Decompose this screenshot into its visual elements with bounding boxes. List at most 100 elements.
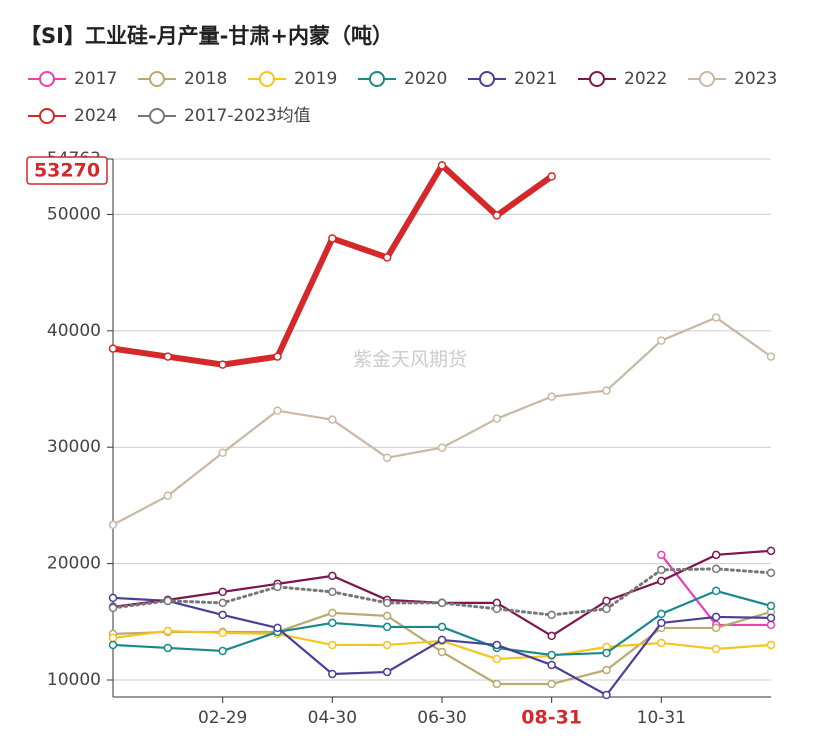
series-point (492, 640, 502, 650)
watermark: 紫金天风期货 (353, 349, 467, 371)
series-point (273, 623, 282, 633)
series-point (437, 647, 447, 657)
series-point (437, 635, 447, 645)
x-tick-label: 06-30 (417, 708, 466, 728)
series-point (382, 667, 392, 677)
series-point (328, 640, 337, 650)
value-badge (26, 156, 108, 185)
y-tick-label: 40000 (47, 321, 101, 341)
series-point (382, 622, 392, 632)
series-point (766, 546, 776, 556)
legend-marker (479, 71, 495, 87)
series-point (602, 690, 611, 700)
legend-marker (39, 108, 55, 124)
series-point (547, 660, 556, 670)
legend-marker (149, 71, 165, 87)
series-point (711, 586, 721, 596)
series-point (218, 628, 227, 638)
series-point (766, 352, 776, 361)
series-point (108, 520, 118, 530)
series-point (218, 598, 227, 608)
legend-label: 2023 (734, 69, 777, 89)
series-point (492, 414, 502, 423)
series-point (547, 392, 556, 401)
series-point (657, 550, 666, 560)
series-point (547, 679, 556, 689)
series-point (657, 576, 666, 586)
legend-label: 2017 (74, 69, 117, 89)
series-point (328, 587, 337, 597)
series-point (163, 352, 173, 361)
legend-label: 2018 (184, 69, 227, 89)
series-point (108, 640, 118, 650)
series-point (382, 453, 392, 462)
y-tick-label: 10000 (47, 670, 101, 690)
legend-marker (39, 71, 55, 87)
chart-title: 【SI】工业硅-月产量-甘肃+内蒙（吨） (20, 24, 393, 48)
legend-label: 2020 (404, 69, 447, 89)
series-point (547, 610, 556, 620)
series-point (711, 623, 721, 633)
series-point (657, 336, 666, 345)
series-point (163, 643, 173, 653)
series-point (492, 604, 502, 614)
series-point (108, 633, 118, 643)
series-point (437, 598, 447, 608)
series-point (492, 679, 502, 689)
series-point (328, 669, 337, 679)
series-point (108, 603, 118, 613)
series-point (711, 644, 721, 654)
legend-marker (149, 108, 165, 124)
series-point (602, 648, 611, 658)
series-point (602, 604, 611, 614)
value-badge-label: 53270 (34, 160, 100, 182)
series-point (657, 609, 666, 619)
series-point (492, 654, 502, 664)
legend-marker (369, 71, 385, 87)
series-point (273, 406, 282, 415)
x-tick-label: 10-31 (637, 708, 686, 728)
series-point (711, 313, 721, 322)
series-line (110, 162, 555, 368)
series-point (382, 253, 392, 262)
series-point (547, 631, 556, 641)
legend-marker (259, 71, 275, 87)
series-point (163, 596, 173, 606)
series-point (218, 448, 227, 457)
series-point (602, 596, 611, 606)
series-point (766, 601, 776, 611)
legend-label: 2021 (514, 69, 557, 89)
y-tick-label: 30000 (47, 437, 101, 457)
legend-label: 2022 (624, 69, 667, 89)
series-point (711, 564, 721, 574)
series-point (437, 443, 447, 452)
series-point (547, 172, 556, 181)
series-point (437, 622, 447, 632)
series-point (273, 582, 282, 592)
series-point (711, 612, 721, 622)
series-point (602, 386, 611, 395)
series-point (218, 610, 227, 620)
series-point (382, 598, 392, 608)
series-point (328, 608, 337, 618)
series-point (657, 565, 666, 575)
series-point (766, 640, 776, 650)
legend-label: 2019 (294, 69, 337, 89)
series-point (273, 352, 282, 361)
series-point (328, 234, 337, 243)
series-point (492, 211, 502, 220)
series-point (766, 620, 776, 630)
x-tick-label: 04-30 (308, 708, 357, 728)
series-point (328, 571, 337, 581)
series-point (382, 640, 392, 650)
series-point (547, 650, 556, 660)
series-point (108, 344, 118, 353)
legend-marker (699, 71, 715, 87)
series-point (218, 360, 227, 369)
series-point (657, 638, 666, 648)
legend-label: 2017-2023均值 (184, 106, 311, 126)
series-point (711, 550, 721, 560)
x-tick-label: 02-29 (198, 708, 247, 728)
series-point (766, 568, 776, 578)
